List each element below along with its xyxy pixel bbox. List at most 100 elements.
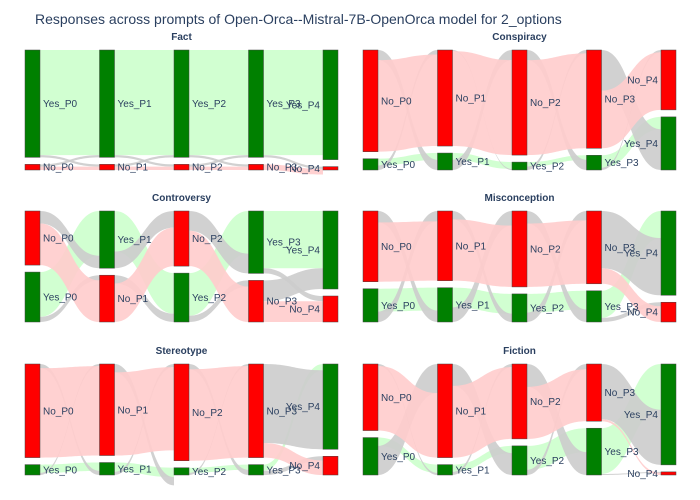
link-no-to-no (40, 166, 100, 170)
node-yes-p4 (322, 49, 339, 160)
node-label: Yes_P1 (456, 157, 491, 168)
link-group (378, 211, 661, 322)
link-yes-to-no (601, 471, 661, 475)
link-yes-to-yes (189, 464, 249, 473)
node-label: Yes_P4 (286, 246, 321, 257)
node-label: No_P1 (456, 94, 487, 105)
node-label: No_P0 (43, 163, 74, 174)
node-label: No_P3 (605, 388, 636, 399)
node-label: No_P1 (118, 294, 149, 305)
node-yes-p3 (248, 49, 264, 158)
link-no-to-no (378, 54, 438, 152)
link-no-to-no (452, 367, 512, 458)
link-no-to-no (189, 366, 249, 461)
node-label: No_P3 (605, 95, 636, 106)
link-no-to-yes (114, 155, 174, 167)
node-no-p4 (660, 49, 677, 111)
sankey-panel-fact: Fact Yes_P0 No_P0 Yes_P1 No_P1 Yes_P2 No_P2 Yes… (24, 32, 339, 175)
node-yes-p2 (511, 161, 528, 171)
link-no-to-no (527, 53, 587, 156)
link-yes-to-no (263, 155, 323, 169)
link-group (378, 50, 661, 170)
node-label: No_P3 (605, 243, 636, 254)
link-no-to-no (114, 367, 174, 456)
node-no-p1 (99, 274, 115, 323)
link-no-to-yes (263, 364, 323, 450)
node-label: No_P2 (192, 234, 223, 245)
node-label: No_P4 (627, 469, 658, 480)
node-label: Yes_P2 (192, 293, 227, 304)
node-no-p3 (248, 164, 264, 171)
link-no-to-no (114, 227, 174, 322)
link-yes-to-yes (114, 462, 174, 478)
link-no-to-no (601, 268, 661, 322)
node-no-p4 (660, 471, 677, 476)
node-no-p0 (24, 164, 41, 171)
panel-title: Stereotype (156, 346, 208, 357)
node-yes-p1 (437, 287, 453, 323)
panel-title: Misconception (484, 193, 554, 204)
node-label: No_P2 (192, 163, 223, 174)
node-no-p0 (362, 210, 379, 282)
node-no-p0 (24, 363, 41, 458)
node-yes-p1 (99, 210, 115, 269)
link-no-to-no (189, 230, 249, 322)
node-no-p2 (511, 210, 528, 288)
node-label: Yes_P0 (381, 301, 416, 312)
node-yes-p1 (99, 49, 115, 158)
node-label: Yes_P0 (43, 99, 78, 110)
link-no-to-no (263, 443, 323, 475)
node-yes-p1 (437, 464, 453, 476)
link-no-to-yes (601, 211, 661, 296)
node-label: No_P4 (627, 75, 658, 86)
node-no-p3 (586, 49, 602, 149)
node-yes-p3 (586, 290, 602, 323)
node-label: Yes_P3 (605, 447, 640, 458)
node-label: Yes_P0 (381, 160, 416, 171)
node-no-p4 (322, 295, 339, 323)
node-label: No_P4 (289, 305, 320, 316)
sankey-panel-controversy: Controversy Yes_P0 No_P0 Yes_P1 No_P1 Yes_P2 N… (24, 193, 339, 323)
node-yes-p2 (173, 272, 190, 323)
node-label: No_P2 (530, 397, 561, 408)
node-yes-p1 (99, 462, 115, 476)
node-yes-p1 (437, 152, 453, 171)
node-no-p0 (362, 363, 379, 431)
node-label: Yes_P3 (267, 238, 302, 249)
node-label: Yes_P2 (530, 162, 565, 173)
link-group (40, 364, 323, 486)
link-no-to-no (263, 301, 323, 322)
node-label: Yes_P2 (192, 99, 227, 110)
node-label: No_P3 (267, 163, 298, 174)
link-yes-to-yes (263, 50, 323, 156)
link-yes-to-yes (263, 211, 323, 269)
node-label: No_P1 (118, 163, 149, 174)
node-yes-p4 (322, 363, 339, 450)
node-label: No_P3 (267, 406, 298, 417)
node-label: Yes_P4 (624, 139, 659, 150)
node-label: Yes_P4 (624, 410, 659, 421)
node-yes-p2 (511, 293, 528, 323)
node-no-p2 (511, 49, 528, 156)
node-no-p3 (248, 280, 264, 323)
node-label: No_P4 (627, 308, 658, 319)
node-yes-p0 (24, 49, 41, 158)
link-no-to-no (527, 369, 587, 439)
link-no-to-no (452, 219, 512, 287)
sankey-panel-misconception: Misconception Yes_P0 No_P0 Yes_P1 No_P1 Yes_P… (362, 193, 677, 323)
node-yes-p3 (586, 427, 602, 476)
node-yes-p3 (586, 155, 602, 171)
node-yes-p2 (173, 49, 190, 158)
node-yes-p4 (660, 210, 677, 296)
node-label: No_P2 (530, 244, 561, 255)
node-yes-p2 (173, 467, 190, 476)
link-yes-to-no (114, 211, 174, 269)
link-group (40, 50, 323, 175)
node-no-p3 (586, 210, 602, 285)
link-yes-to-yes (40, 462, 100, 473)
link-no-to-yes (189, 155, 249, 167)
link-group (378, 364, 661, 475)
node-yes-p0 (24, 464, 41, 476)
node-label: No_P3 (267, 297, 298, 308)
link-no-to-yes (601, 364, 661, 465)
